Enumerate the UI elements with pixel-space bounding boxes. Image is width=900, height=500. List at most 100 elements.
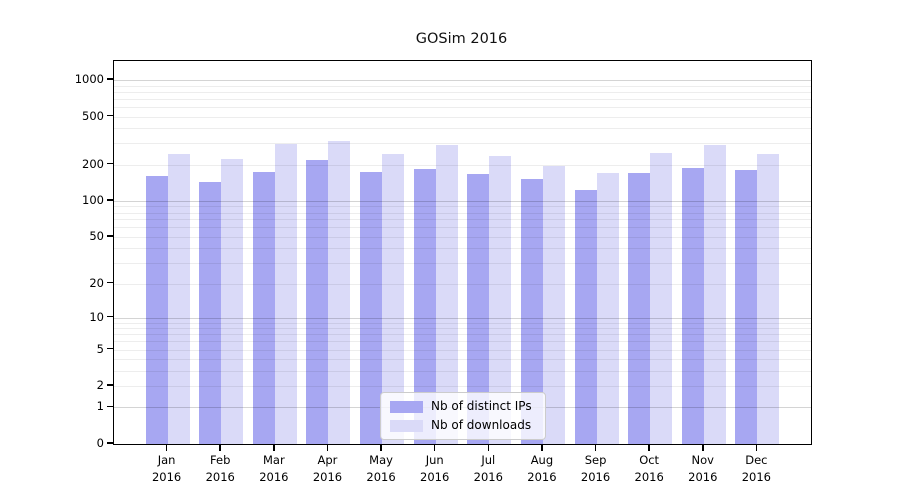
gridline-minor-2 <box>114 386 811 388</box>
x-tick-mark-mar <box>273 444 275 451</box>
y-tick-mark-1000 <box>107 78 113 80</box>
gridline-minor-400 <box>114 128 811 130</box>
legend-label-downloads: Nb of downloads <box>431 418 532 432</box>
legend-swatch-distinct-ips <box>390 400 423 413</box>
legend-label-distinct-ips: Nb of distinct IPs <box>431 399 532 413</box>
x-tick-label-dec: Dec 2016 <box>741 453 772 484</box>
bar-downloads-feb <box>221 159 244 444</box>
gridline-minor-600 <box>114 106 811 108</box>
legend: Nb of distinct IPs Nb of downloads <box>380 392 546 440</box>
y-tick-mark-20 <box>107 281 113 284</box>
gridline-minor-40 <box>114 248 811 250</box>
gridline-minor-90 <box>114 206 811 208</box>
x-tick-mark-sep <box>594 444 597 451</box>
x-tick-label-jan: Jan 2016 <box>151 453 182 484</box>
y-tick-label-20: 20 <box>89 275 104 290</box>
bar-distinct-ips-nov <box>681 168 704 444</box>
bar-distinct-ips-sep <box>574 190 597 444</box>
x-tick-label-jun: Jun 2016 <box>420 453 450 484</box>
bar-downloads-sep <box>596 172 619 444</box>
bar-downloads-jan <box>167 154 190 444</box>
gridline-minor-900 <box>114 85 811 87</box>
gridline-minor-3 <box>114 370 811 372</box>
bar-downloads-dec <box>757 154 780 444</box>
bar-distinct-ips-jan <box>145 175 168 444</box>
bar-distinct-ips-aug <box>520 178 543 444</box>
gridline-major-100 <box>114 200 811 202</box>
gridline-minor-5 <box>114 349 811 351</box>
gridline-minor-50 <box>114 236 811 238</box>
gridline-minor-7 <box>114 334 811 336</box>
x-tick-label-aug: Aug 2016 <box>527 453 557 484</box>
y-tick-label-5: 5 <box>96 341 104 356</box>
gridline-minor-20 <box>114 283 811 285</box>
x-tick-label-jul: Jul 2016 <box>473 453 503 484</box>
bar-distinct-ips-oct <box>628 172 651 444</box>
y-tick-label-50: 50 <box>89 228 104 243</box>
x-tick-mark-aug <box>541 444 543 451</box>
chart-title: GOSim 2016 <box>415 31 508 47</box>
x-tick-mark-may <box>380 444 382 451</box>
x-tick-label-may: May 2016 <box>366 453 396 484</box>
x-tick-mark-oct <box>648 444 650 451</box>
bar-distinct-ips-feb <box>199 182 222 444</box>
gridline-minor-4 <box>114 359 811 361</box>
y-tick-mark-10 <box>107 315 113 318</box>
x-tick-mark-jul <box>487 444 490 451</box>
bar-downloads-nov <box>703 145 726 444</box>
gridline-minor-300 <box>114 143 811 145</box>
bar-downloads-apr <box>328 140 351 444</box>
bar-downloads-may <box>382 153 405 444</box>
y-tick-mark-0 <box>107 442 113 444</box>
bar-distinct-ips-may <box>360 171 383 444</box>
x-tick-mark-nov <box>702 444 704 451</box>
gridline-minor-60 <box>114 227 811 229</box>
y-tick-label-100: 100 <box>82 192 104 207</box>
plot-area <box>113 60 812 445</box>
bar-downloads-aug <box>542 165 565 444</box>
bar-downloads-jun <box>435 144 458 444</box>
x-tick-mark-dec <box>755 444 758 451</box>
gridline-minor-8 <box>114 328 811 330</box>
y-tick-label-2: 2 <box>96 378 104 393</box>
y-tick-mark-5 <box>107 347 113 350</box>
gridline-minor-30 <box>114 263 811 265</box>
y-tick-mark-200 <box>107 162 113 165</box>
gridline-minor-6 <box>114 341 811 343</box>
gridline-minor-9 <box>114 322 811 324</box>
bar-distinct-ips-apr <box>306 160 329 444</box>
y-tick-mark-500 <box>107 114 113 117</box>
gridline-minor-500 <box>114 116 811 118</box>
y-tick-label-10: 10 <box>89 309 104 324</box>
y-tick-label-500: 500 <box>82 108 104 123</box>
y-tick-mark-50 <box>107 235 113 237</box>
y-tick-label-0: 0 <box>96 436 104 450</box>
x-tick-label-feb: Feb 2016 <box>205 453 235 484</box>
gridline-major-1000 <box>114 80 811 82</box>
x-tick-label-sep: Sep 2016 <box>580 453 611 484</box>
x-tick-label-nov: Nov 2016 <box>688 453 718 484</box>
legend-item-distinct-ips: Nb of distinct IPs <box>390 399 536 414</box>
x-tick-label-mar: Mar 2016 <box>259 453 289 484</box>
legend-swatch-downloads <box>390 419 423 432</box>
bar-downloads-oct <box>650 152 673 444</box>
legend-item-downloads: Nb of downloads <box>390 418 536 433</box>
gridline-minor-200 <box>114 164 811 166</box>
gridline-major-10 <box>114 317 811 319</box>
bar-distinct-ips-mar <box>252 171 275 444</box>
bar-distinct-ips-jul <box>467 173 490 444</box>
x-tick-mark-jan <box>165 444 168 451</box>
y-tick-mark-100 <box>107 199 113 201</box>
gridline-minor-70 <box>114 219 811 221</box>
bar-distinct-ips-dec <box>735 170 758 444</box>
x-tick-mark-apr <box>326 444 329 451</box>
y-tick-label-1000: 1000 <box>74 72 104 87</box>
x-tick-mark-feb <box>219 444 221 451</box>
gridline-minor-80 <box>114 212 811 214</box>
y-tick-label-200: 200 <box>82 156 104 171</box>
bar-downloads-jul <box>489 155 512 444</box>
y-tick-label-1: 1 <box>96 399 104 414</box>
y-tick-mark-1 <box>107 405 113 408</box>
bar-distinct-ips-jun <box>413 168 436 444</box>
y-tick-mark-2 <box>107 384 113 386</box>
